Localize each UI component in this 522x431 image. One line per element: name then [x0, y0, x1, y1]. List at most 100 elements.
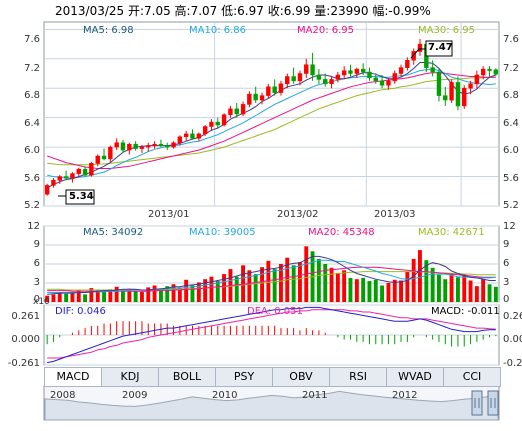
macd-ytick-left: -0.261 — [7, 358, 40, 369]
ma20-line — [47, 72, 496, 169]
tab-psy[interactable]: PSY — [216, 368, 273, 386]
volume-ytick-right: 6 — [503, 258, 510, 269]
volume-ma10-line — [47, 259, 496, 293]
volume-bar — [177, 287, 182, 302]
volume-bar — [184, 279, 189, 302]
candle-body — [183, 133, 189, 138]
tab-rsi[interactable]: RSI — [330, 368, 387, 386]
volume-bar — [456, 277, 460, 302]
volume-ytick-left: 3 — [33, 277, 40, 288]
volume-bar — [462, 274, 467, 302]
candle-body — [474, 74, 480, 85]
candle-body — [240, 104, 246, 115]
candle-body — [285, 76, 290, 85]
price-ytick-left: 7.6 — [24, 34, 40, 45]
candle-body — [379, 80, 385, 86]
tab-wvad[interactable]: WVAD — [387, 368, 444, 386]
tab-kdj[interactable]: KDJ — [102, 368, 159, 386]
candle-body — [63, 176, 69, 179]
volume-bar — [51, 294, 56, 302]
overview-area-path — [44, 390, 499, 421]
volume-unit-label: x10 — [33, 297, 50, 307]
price-ytick-right: 5.6 — [503, 173, 519, 184]
macd-lines — [47, 306, 496, 364]
candle-body — [146, 145, 151, 148]
candle-body — [133, 143, 138, 149]
volume-ytick-right: 3 — [503, 277, 510, 288]
volume-bar — [152, 285, 157, 302]
macd-histogram — [46, 321, 497, 347]
volume-bar — [272, 269, 277, 302]
price-legend-ma20: MA20: 6.95 — [297, 25, 355, 36]
tab-cci[interactable]: CCI — [462, 370, 482, 383]
macd-ytick-left: 0.000 — [11, 334, 40, 345]
macd-ytick-right: 0.261 — [503, 311, 522, 322]
volume-bar — [57, 292, 62, 302]
volume-bar — [70, 293, 75, 302]
price-ytick-right: 6.8 — [503, 90, 519, 101]
volume-bar — [474, 286, 479, 302]
high-pointer — [410, 48, 428, 59]
overview-right-handle[interactable] — [487, 390, 499, 416]
candle-body — [329, 79, 334, 85]
volume-ytick-left: 12 — [27, 221, 40, 232]
volume-bar — [108, 289, 113, 302]
volume-bar — [146, 287, 151, 302]
volume-bar — [298, 262, 302, 302]
candle-body — [455, 82, 461, 107]
stock-summary-header: 2013/03/25 开:7.05 高:7.07 低:6.97 收:6.99 量… — [55, 4, 431, 18]
price-x-grid — [214, 22, 462, 206]
tab-macd[interactable]: MACD — [45, 368, 102, 386]
price-legend-ma30: MA30: 6.95 — [418, 25, 476, 36]
volume-bar — [392, 279, 397, 302]
tab-obv[interactable]: OBV — [273, 368, 330, 386]
candle-body — [158, 143, 164, 146]
volume-bar — [279, 264, 283, 302]
low-annotation — [58, 189, 95, 205]
candle-body — [291, 76, 296, 82]
candle-body — [487, 68, 492, 71]
price-xtick: 2013/02 — [277, 209, 319, 220]
price-ma-lines — [46, 62, 496, 189]
candle-body — [266, 86, 271, 96]
volume-bar — [114, 286, 119, 302]
price-ytick-right: 7.6 — [503, 34, 519, 45]
volume-bar — [361, 277, 366, 302]
tab-boll[interactable]: BOLL — [159, 368, 216, 386]
candle-body — [310, 64, 315, 76]
volume-bar — [83, 294, 87, 302]
candle-body — [272, 86, 277, 93]
volume-legend-ma10: MA10: 39005 — [189, 227, 256, 238]
candle-body — [190, 133, 195, 139]
high-label-box — [425, 40, 453, 57]
candle-body — [405, 60, 410, 68]
volume-bar — [215, 281, 220, 302]
volume-bar — [354, 279, 359, 302]
macd-ytick-right: 0.000 — [503, 334, 522, 345]
volume-bar — [468, 280, 473, 302]
volume-bar — [76, 290, 81, 302]
volume-bar — [342, 270, 347, 302]
volume-bar — [89, 288, 94, 302]
price-ytick-left: 7.2 — [24, 63, 40, 74]
volume-ma5-line — [47, 255, 496, 295]
candle-body — [335, 74, 341, 80]
candle-body — [386, 80, 391, 86]
candle-body — [152, 143, 157, 146]
volume-bar — [121, 290, 125, 302]
candle-body — [253, 93, 258, 101]
indicator-tabs: MACD KDJ BOLL PSY OBV RSI WVAD CCI — [44, 367, 501, 387]
overview-year: 2011 — [302, 390, 328, 401]
candle-body — [101, 155, 107, 160]
overview-year: 2012 — [392, 390, 418, 401]
candle-body — [89, 163, 94, 176]
candle-body — [316, 74, 322, 80]
candle-body — [221, 114, 227, 126]
candle-body — [468, 83, 473, 89]
candle-body — [234, 108, 239, 115]
price-ytick-left: 6.0 — [24, 145, 40, 156]
price-xtick: 2013/03 — [374, 209, 416, 220]
overview-left-handle[interactable] — [471, 390, 483, 416]
price-legend-ma5: MA5: 6.98 — [83, 25, 134, 36]
